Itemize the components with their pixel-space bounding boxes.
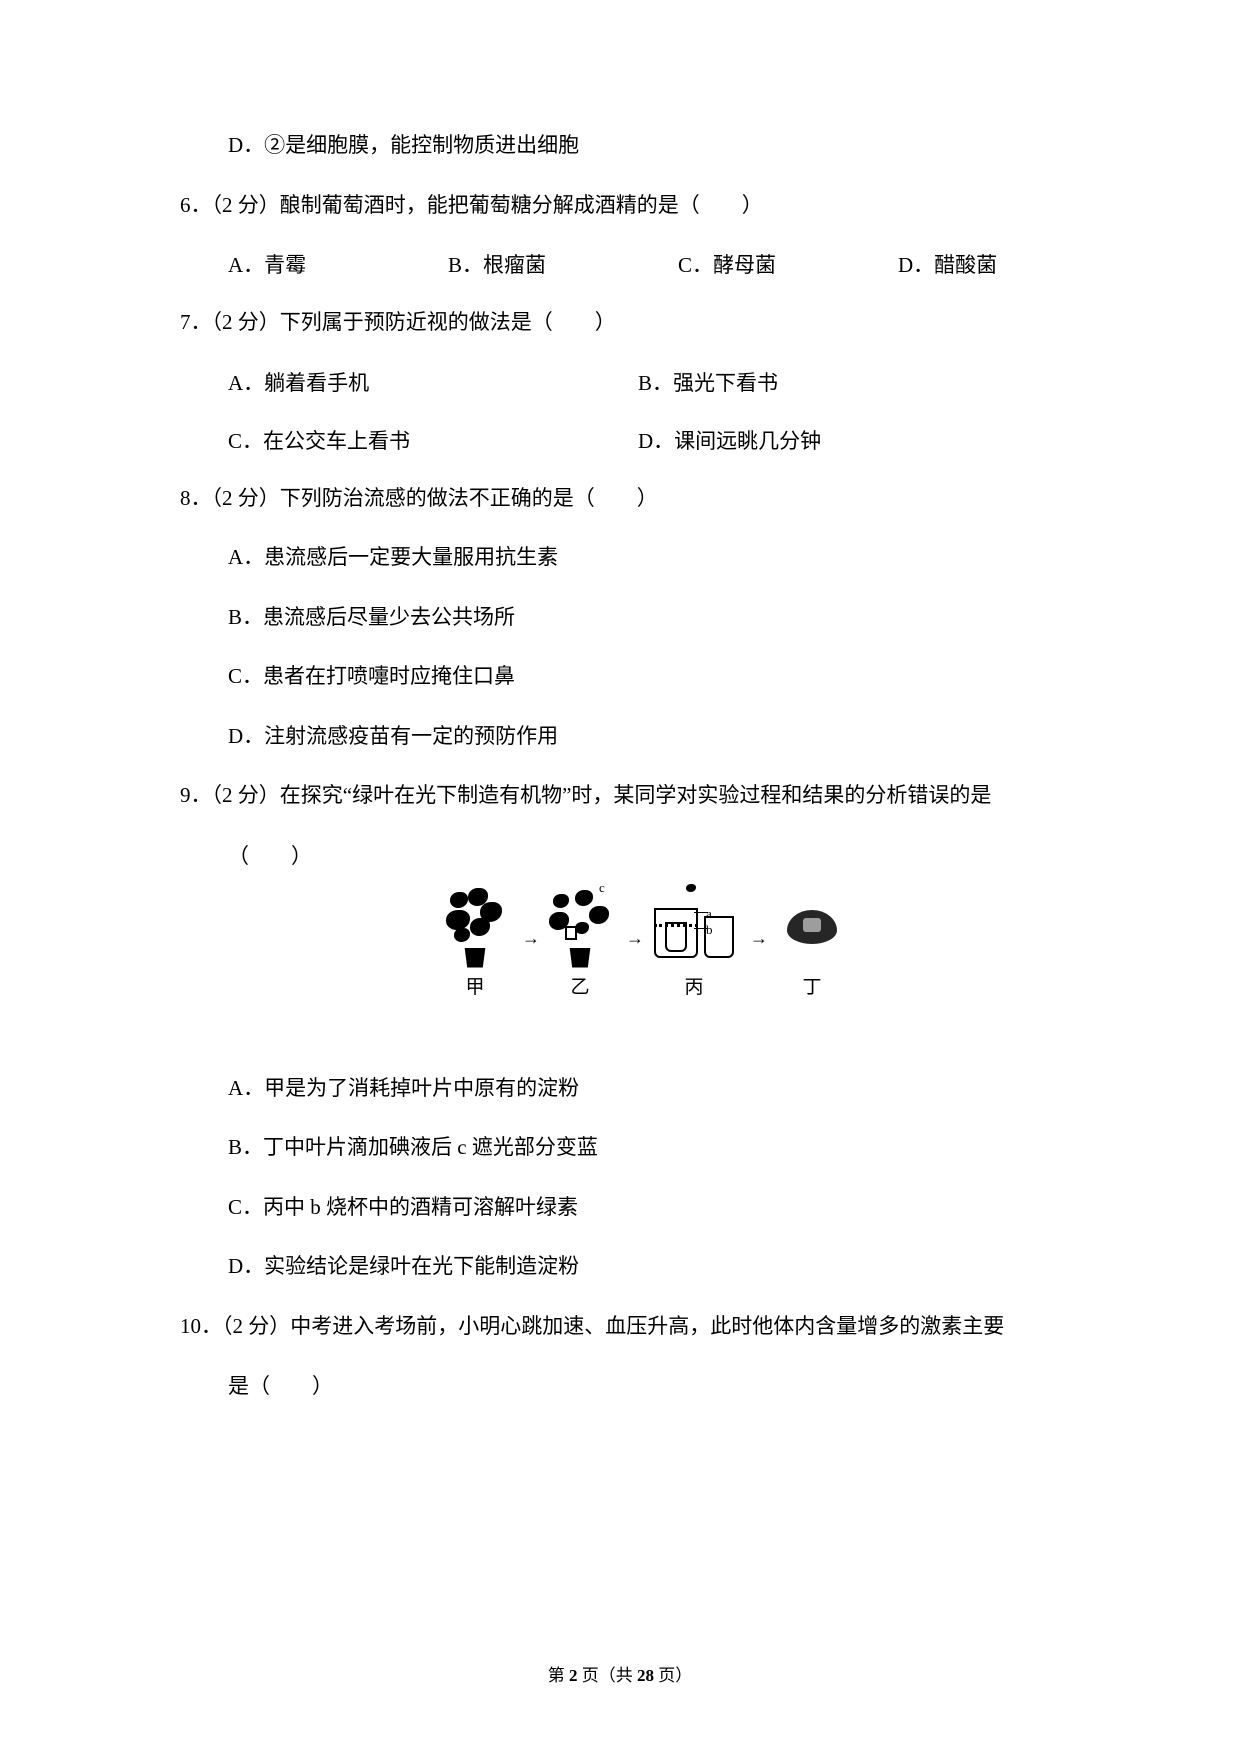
q10-stem2: 是（ ）: [180, 1370, 1060, 1400]
page-footer: 第 2 页（共 28 页）: [0, 1661, 1240, 1686]
q6-b: B．根瘤菌: [448, 249, 678, 279]
q6-d: D．醋酸菌: [898, 249, 997, 279]
q7-b: B．强光下看书: [638, 367, 778, 397]
q9-stem2: （ ）: [180, 840, 1060, 870]
q7-row2: C．在公交车上看书 D．课间远眺几分钟: [180, 425, 1060, 455]
q6-options: A．青霉 B．根瘤菌 C．酵母菌 D．醋酸菌: [180, 249, 1060, 279]
q7-a: A．躺着看手机: [228, 367, 638, 397]
fig-marker-a: a: [706, 906, 712, 922]
arrow-icon: →: [750, 928, 768, 949]
fig-yi-plant-icon: c: [545, 888, 615, 968]
q7-d: D．课间远眺几分钟: [638, 425, 821, 455]
footer-text: 页）: [654, 1666, 692, 1685]
fig-ding-leaf-icon: [777, 888, 847, 968]
q9-d: D．实验结论是绿叶在光下能制造淀粉: [180, 1251, 1060, 1283]
q7-stem: 7．（2 分）下列属于预防近视的做法是（ ）: [180, 307, 1060, 339]
q10-stem1: 10．（2 分）中考进入考场前，小明心跳加速、血压升高，此时他体内含量增多的激素…: [180, 1311, 1060, 1343]
q6-stem: 6．（2 分）酿制葡萄酒时，能把葡萄糖分解成酒精的是（ ）: [180, 190, 1060, 222]
q8-c: C．患者在打喷嚏时应掩住口鼻: [180, 661, 1060, 693]
q9-b: B．丁中叶片滴加碘液后 c 遮光部分变蓝: [180, 1132, 1060, 1164]
q7-c: C．在公交车上看书: [228, 425, 638, 455]
footer-text: 第: [548, 1666, 569, 1685]
q8-b: B．患流感后尽量少去公共场所: [180, 602, 1060, 634]
q9-stem1: 9．（2 分）在探究“绿叶在光下制造有机物”时，某同学对实验过程和结果的分析错误…: [180, 780, 1060, 812]
footer-text: 页（共: [578, 1666, 638, 1685]
arrow-icon: →: [626, 928, 644, 949]
q8-d: D．注射流感疫苗有一定的预防作用: [180, 721, 1060, 753]
fig-label-jia: 甲: [465, 972, 484, 999]
q9-figure: 甲 → c 乙 → a b 丙 →: [440, 888, 860, 1018]
fig-label-yi: 乙: [570, 972, 589, 999]
fig-label-ding: 丁: [802, 972, 821, 999]
q6-a: A．青霉: [228, 249, 448, 279]
fig-label-bing: 丙: [684, 972, 703, 999]
q8-a: A．患流感后一定要大量服用抗生素: [180, 542, 1060, 574]
q9-c: C．丙中 b 烧杯中的酒精可溶解叶绿素: [180, 1192, 1060, 1224]
q6-c: C．酵母菌: [678, 249, 898, 279]
footer-page: 2: [569, 1666, 578, 1685]
q9-a: A．甲是为了消耗掉叶片中原有的淀粉: [180, 1073, 1060, 1105]
arrow-icon: →: [522, 928, 540, 949]
q5-option-d: D．②是细胞膜，能控制物质进出细胞: [180, 130, 1060, 162]
fig-marker-c: c: [599, 880, 605, 896]
fig-jia-plant-icon: [440, 888, 510, 968]
fig-bing-beakers-icon: a b: [650, 888, 738, 968]
q8-stem: 8．（2 分）下列防治流感的做法不正确的是（ ）: [180, 483, 1060, 515]
q7-row1: A．躺着看手机 B．强光下看书: [180, 367, 1060, 397]
fig-marker-b: b: [706, 922, 713, 938]
footer-total: 28: [637, 1666, 654, 1685]
